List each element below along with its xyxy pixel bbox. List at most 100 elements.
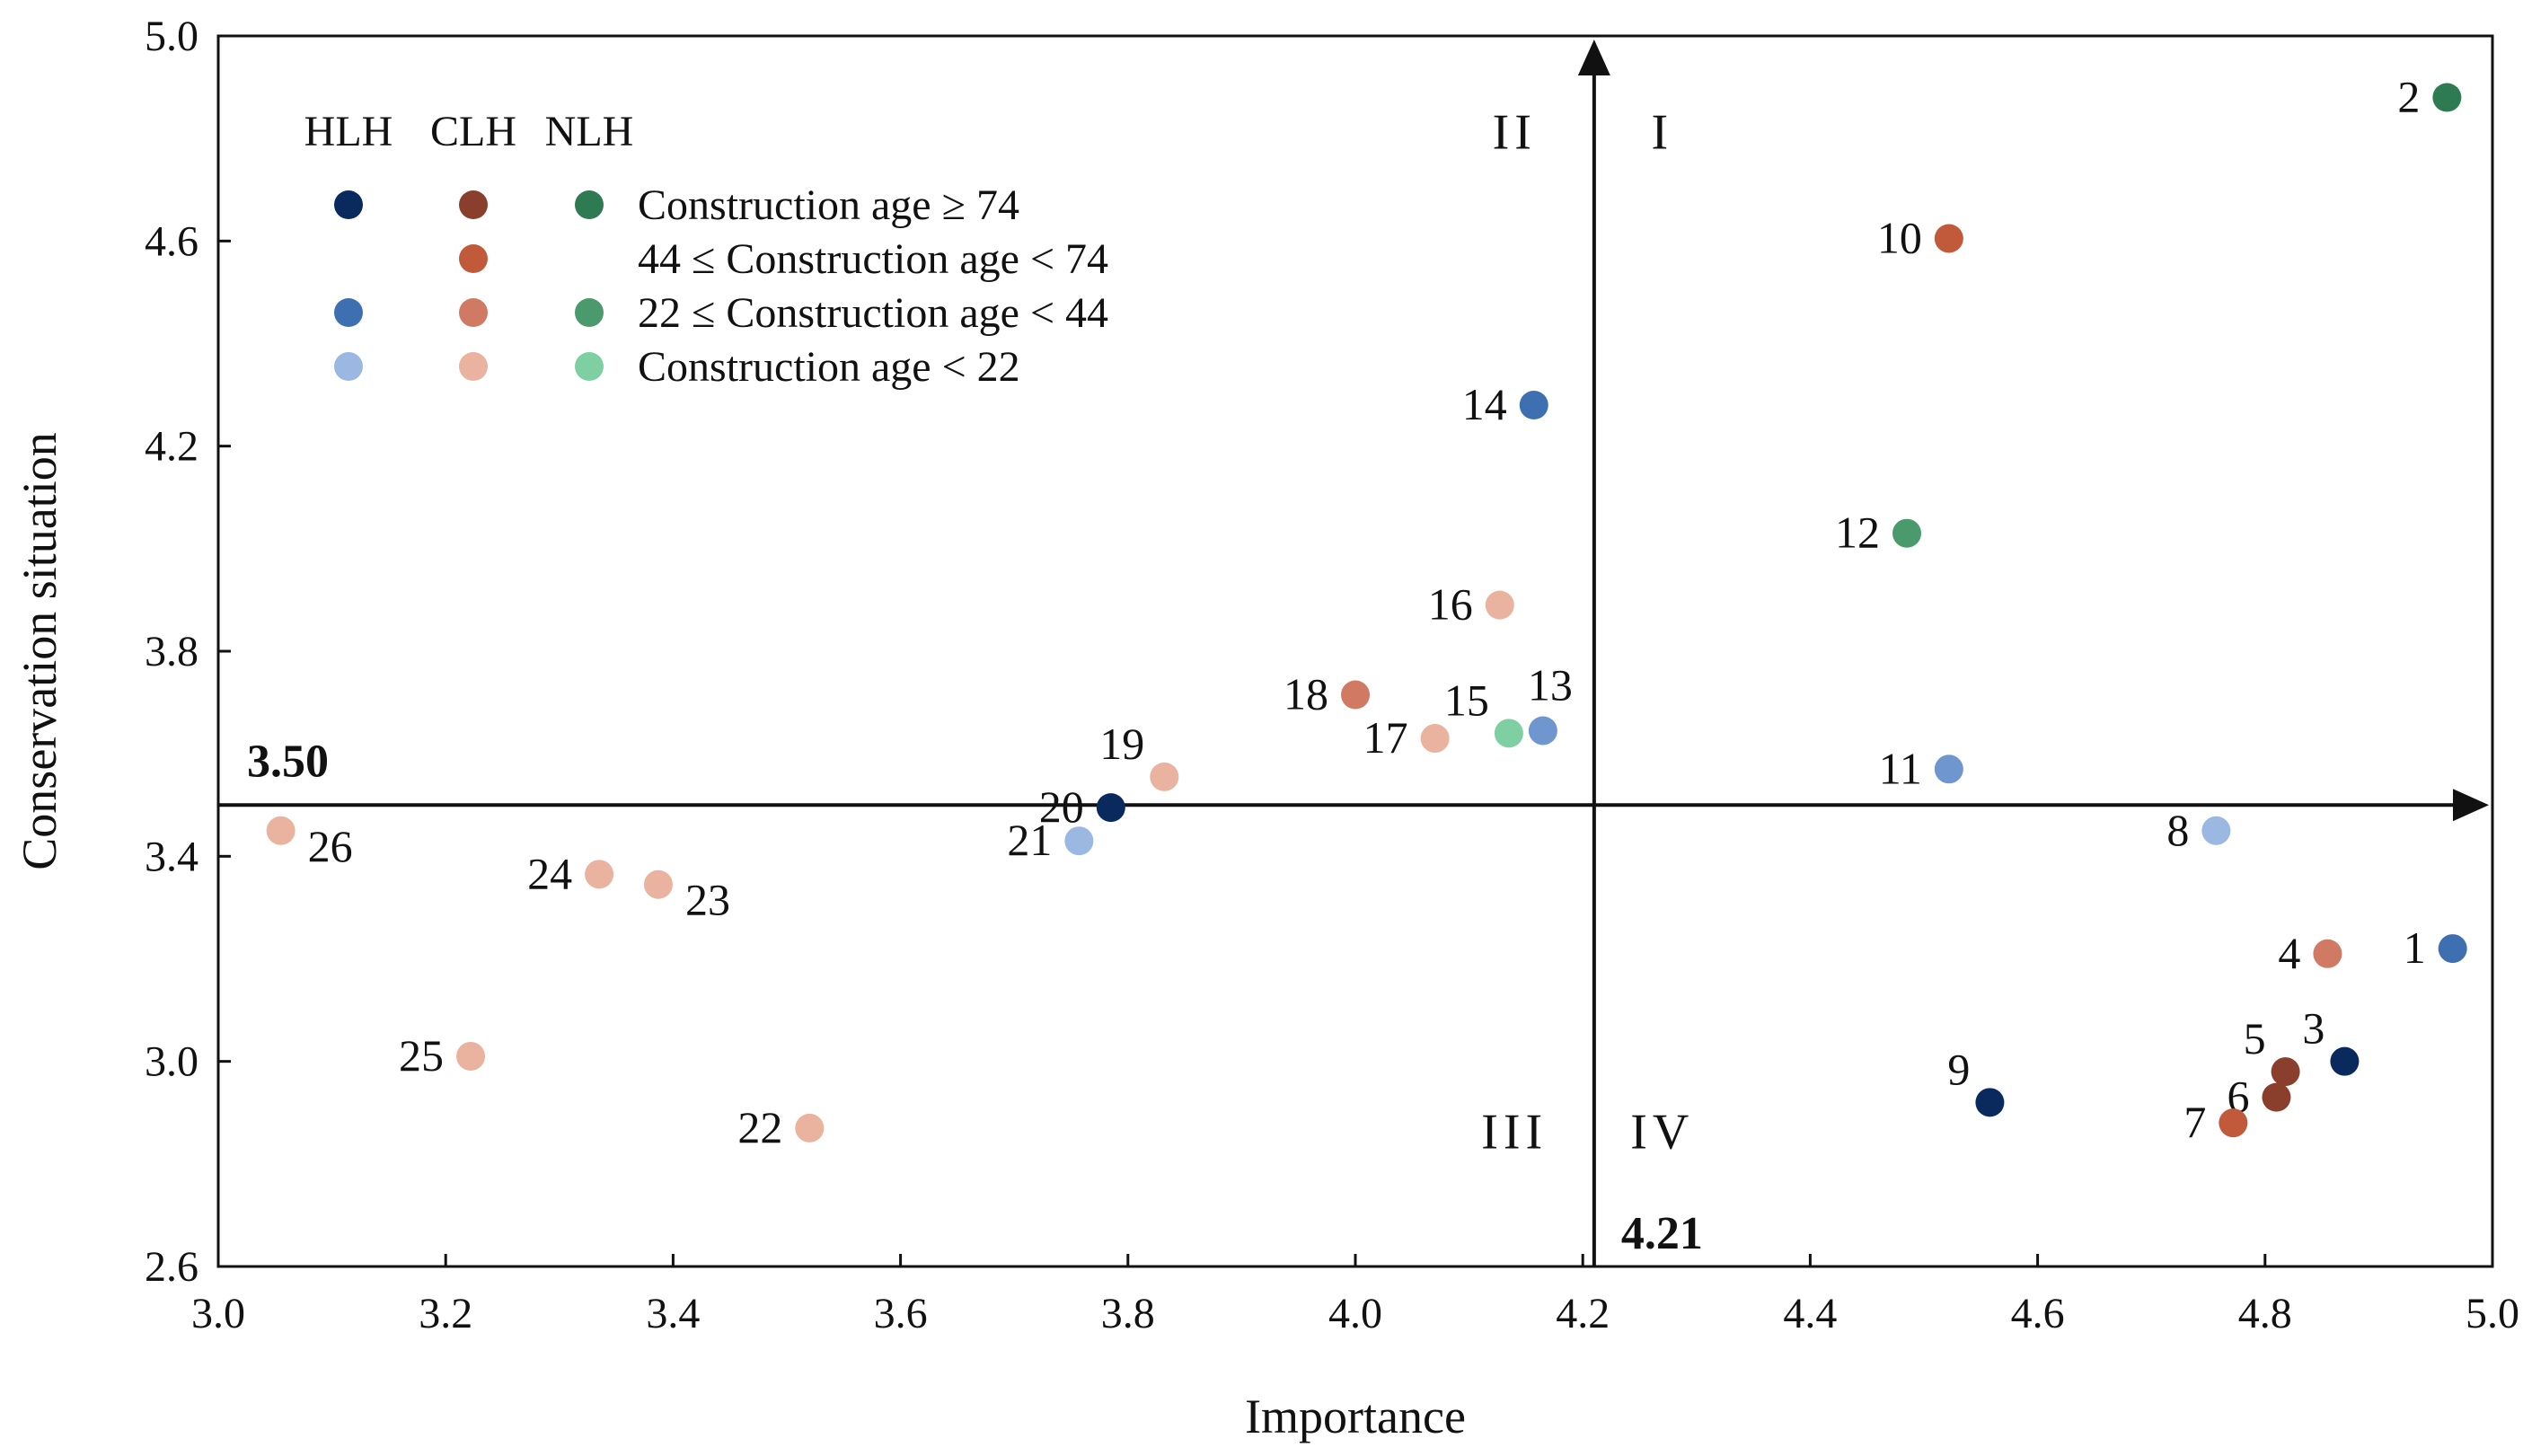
data-point-label: 18 [1284, 669, 1328, 719]
data-point [795, 1113, 825, 1143]
quadrant-label: IV [1630, 1105, 1694, 1160]
data-point [2313, 939, 2342, 968]
data-point [1485, 590, 1514, 620]
legend-swatch [459, 190, 488, 219]
data-point-label: 12 [1835, 507, 1880, 558]
x-tick-label: 4.8 [2238, 1290, 2292, 1337]
data-point [1934, 224, 1963, 253]
data-point-label: 14 [1462, 379, 1507, 429]
data-point [1341, 680, 1370, 710]
data-point-label: 16 [1428, 579, 1473, 630]
data-point-label: 19 [1099, 719, 1144, 769]
y-tick-label: 3.0 [145, 1038, 198, 1086]
data-point-label: 7 [2183, 1097, 2206, 1147]
legend-swatch [575, 352, 604, 381]
x-tick-label: 4.4 [1783, 1290, 1837, 1337]
data-point [1420, 724, 1450, 754]
data-point [2262, 1082, 2291, 1112]
data-point [1519, 391, 1548, 419]
data-point-label: 26 [308, 821, 353, 871]
data-point-label: 23 [685, 875, 730, 925]
legend-label: Construction age ≥ 74 [638, 181, 1019, 229]
x-tick-label: 5.0 [2466, 1290, 2519, 1337]
y-axis-title: Conservation situation [13, 432, 66, 869]
threshold-x-label: 4.21 [1621, 1208, 1703, 1259]
data-point-label: 15 [1444, 675, 1489, 725]
y-tick-label: 4.2 [145, 423, 198, 471]
data-point-label: 1 [2404, 922, 2426, 973]
y-tick-label: 3.4 [145, 833, 198, 880]
legend-header: NLH [545, 108, 634, 155]
x-tick-label: 3.4 [646, 1290, 700, 1337]
data-point-label: 11 [1879, 743, 1922, 793]
data-point-label: 2 [2397, 72, 2420, 122]
legend-label: 22 ≤ Construction age < 44 [638, 289, 1108, 337]
y-tick-label: 4.6 [145, 217, 198, 265]
legend-swatch [334, 298, 363, 327]
data-point-label: 17 [1363, 712, 1408, 763]
legend-header: CLH [430, 108, 516, 155]
x-tick-label: 4.0 [1328, 1290, 1382, 1337]
data-point [1975, 1088, 2005, 1117]
data-point [643, 869, 673, 899]
data-point-label: 5 [2244, 1013, 2266, 1063]
data-point [1934, 754, 1963, 784]
legend-swatch [459, 352, 488, 381]
data-point-label: 13 [1528, 659, 1573, 710]
data-point [2219, 1108, 2248, 1138]
x-tick-label: 4.6 [2011, 1290, 2065, 1337]
legend-label: 44 ≤ Construction age < 74 [638, 235, 1108, 283]
legend-swatch [575, 190, 604, 219]
legend-swatch [334, 352, 363, 381]
x-tick-label: 3.2 [419, 1290, 472, 1337]
quadrant-label: III [1481, 1105, 1548, 1160]
legend-swatch [459, 244, 488, 273]
data-point [1150, 762, 1179, 791]
x-arrow-head [2453, 789, 2489, 822]
data-point [1494, 719, 1523, 748]
threshold-lines: 3.50 4.21 [218, 40, 2489, 1266]
legend-swatch [334, 190, 363, 219]
data-points: 1234567891011121314151617181920212223242… [266, 72, 2467, 1152]
data-point [1528, 716, 1557, 746]
data-point [1096, 793, 1125, 823]
y-tick-label: 5.0 [145, 13, 198, 60]
data-point [456, 1041, 486, 1071]
data-point-label: 20 [1039, 781, 1084, 832]
x-axis-title: Importance [1245, 1390, 1466, 1443]
data-point [266, 816, 296, 845]
data-point-label: 21 [1007, 815, 1052, 865]
quadrant-label: II [1493, 105, 1537, 161]
data-point-label: 24 [527, 848, 572, 898]
quadrant-label: I [1651, 105, 1673, 161]
data-point [1892, 518, 1922, 548]
axis-ticks: 3.0 3.2 3.4 3.6 3.8 4.0 4.2 4.4 4.6 4.8 5.02.63.03… [145, 13, 2519, 1337]
data-point [2438, 934, 2467, 964]
data-point-label: 25 [399, 1030, 444, 1081]
legend-label: Construction age < 22 [638, 343, 1020, 391]
data-point [2201, 816, 2231, 845]
y-tick-label: 3.8 [145, 628, 198, 675]
data-point [585, 860, 614, 889]
x-tick-label: 3.6 [874, 1290, 928, 1337]
y-arrow-head [1577, 40, 1610, 75]
y-tick-label: 2.6 [145, 1243, 198, 1291]
x-tick-label: 3.8 [1101, 1290, 1155, 1337]
data-point-label: 8 [2166, 805, 2189, 855]
data-point [2271, 1057, 2300, 1087]
data-point [2330, 1046, 2360, 1076]
threshold-y-label: 3.50 [247, 736, 329, 787]
legend-swatch [575, 298, 604, 327]
legend-swatch [459, 298, 488, 327]
data-point-label: 9 [1947, 1044, 1970, 1094]
x-tick-label: 3.0 [191, 1290, 245, 1337]
data-point-label: 10 [1877, 212, 1922, 262]
x-tick-label: 4.2 [1556, 1290, 1610, 1337]
legend-header: HLH [304, 108, 393, 155]
data-point [1064, 826, 1094, 856]
data-point-label: 4 [2278, 928, 2300, 978]
data-point [2432, 83, 2462, 112]
